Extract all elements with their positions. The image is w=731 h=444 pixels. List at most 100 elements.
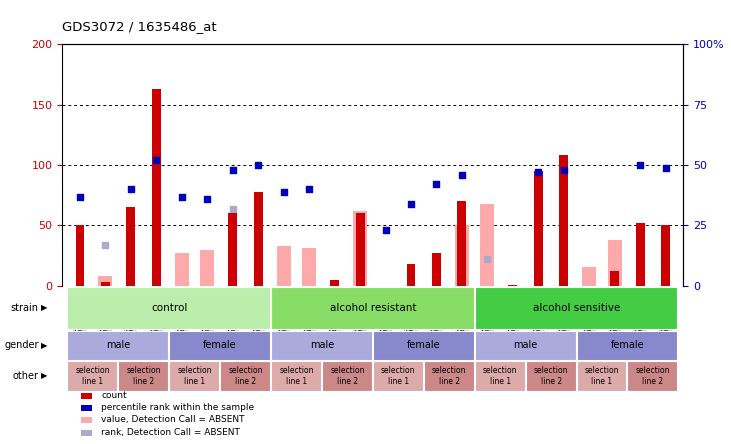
Point [379,227,391,234]
Text: other: other [12,371,39,381]
Bar [432,253,441,286]
Text: selection
line 2: selection line 2 [432,366,466,386]
Bar [302,249,316,286]
Text: female: female [203,341,237,350]
Point [558,166,569,174]
Bar [75,226,84,286]
Bar [118,361,168,391]
Text: selection
line 1: selection line 1 [585,366,619,386]
Bar [526,361,575,391]
Text: selection
line 1: selection line 1 [178,366,212,386]
Bar [271,331,372,360]
Text: ▶: ▶ [41,372,48,381]
Bar [81,393,92,399]
Point [456,171,468,178]
Bar [126,207,135,286]
Bar [534,171,543,286]
Bar [662,226,670,286]
Bar [373,361,423,391]
Bar [254,192,262,286]
Text: selection
line 2: selection line 2 [534,366,568,386]
Text: gender: gender [4,341,39,350]
Bar [200,250,214,286]
Bar [271,361,321,391]
Bar [455,226,469,286]
Point [405,200,417,207]
Bar [276,246,291,286]
Bar [480,204,494,286]
Text: selection
line 1: selection line 1 [75,366,110,386]
Bar [228,214,237,286]
Point [227,205,238,212]
Point [74,193,86,200]
Bar [330,280,339,286]
Text: male: male [106,341,130,350]
Text: rank, Detection Call = ABSENT: rank, Detection Call = ABSENT [102,428,240,437]
Bar [424,361,474,391]
Point [303,186,315,193]
Text: female: female [610,341,644,350]
Text: selection
line 2: selection line 2 [228,366,262,386]
Point [252,162,264,169]
Bar [175,253,189,286]
Bar [610,271,619,286]
Point [252,212,264,219]
Bar [474,287,678,329]
Text: selection
line 1: selection line 1 [381,366,415,386]
Point [482,256,493,263]
Bar [271,287,474,329]
Point [202,195,213,202]
Text: ▶: ▶ [41,341,48,350]
Text: control: control [151,303,187,313]
Text: selection
line 2: selection line 2 [126,366,161,386]
Bar [67,361,117,391]
Bar [577,361,626,391]
Text: alcohol sensitive: alcohol sensitive [533,303,620,313]
Bar [169,331,270,360]
Bar [355,214,365,286]
Bar [559,155,568,286]
Text: percentile rank within the sample: percentile rank within the sample [102,403,254,412]
Bar [67,331,168,360]
Bar [81,430,92,436]
Point [227,166,238,174]
Bar [627,361,678,391]
Bar [353,211,367,286]
Bar [169,361,219,391]
Text: selection
line 2: selection line 2 [636,366,670,386]
Text: GDS3072 / 1635486_at: GDS3072 / 1635486_at [62,20,217,33]
Text: selection
line 1: selection line 1 [483,366,518,386]
Bar [577,331,678,360]
Text: count: count [102,391,127,400]
Text: female: female [407,341,441,350]
Bar [67,287,270,329]
Bar [474,331,575,360]
Bar [322,361,372,391]
Point [532,169,544,176]
Text: strain: strain [11,303,39,313]
Bar [509,285,518,286]
Bar [373,331,474,360]
Text: male: male [310,341,334,350]
Point [278,188,289,195]
Bar [81,417,92,423]
Point [176,193,188,200]
Bar [406,264,415,286]
Bar [583,266,596,286]
Bar [81,405,92,411]
Text: value, Detection Call = ABSENT: value, Detection Call = ABSENT [102,415,245,424]
Bar [607,240,622,286]
Text: male: male [513,341,538,350]
Point [99,241,111,248]
Point [151,157,162,164]
Bar [636,223,645,286]
Bar [99,276,113,286]
Text: alcohol resistant: alcohol resistant [330,303,416,313]
Bar [458,201,466,286]
Point [431,181,442,188]
Text: selection
line 2: selection line 2 [330,366,365,386]
Text: selection
line 1: selection line 1 [279,366,314,386]
Point [125,186,137,193]
Bar [474,361,525,391]
Point [660,164,672,171]
